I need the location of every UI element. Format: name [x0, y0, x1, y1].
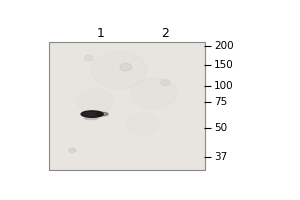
Circle shape	[161, 79, 170, 86]
Circle shape	[120, 63, 132, 71]
Text: 2: 2	[161, 27, 169, 40]
Ellipse shape	[96, 112, 108, 116]
Ellipse shape	[84, 118, 98, 120]
Text: 150: 150	[214, 60, 234, 70]
Text: 75: 75	[214, 97, 227, 107]
Circle shape	[130, 78, 177, 109]
Text: 50: 50	[214, 123, 227, 133]
Circle shape	[91, 52, 147, 89]
Text: 100: 100	[214, 81, 234, 91]
Ellipse shape	[81, 111, 103, 117]
Text: 200: 200	[214, 41, 234, 51]
Bar	[49, 42, 205, 170]
Circle shape	[85, 55, 93, 61]
Text: 1: 1	[96, 27, 104, 40]
Text: 37: 37	[214, 152, 227, 162]
Circle shape	[77, 89, 114, 113]
Circle shape	[69, 148, 76, 153]
